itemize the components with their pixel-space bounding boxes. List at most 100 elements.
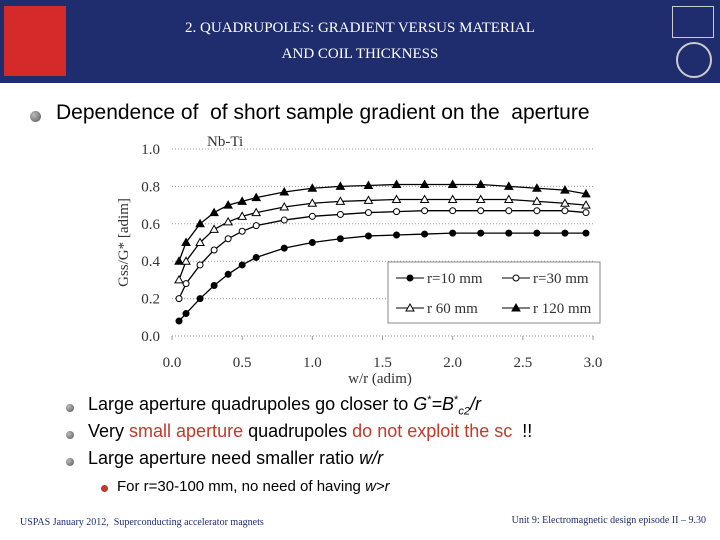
marker xyxy=(336,235,344,243)
marker xyxy=(475,179,486,189)
marker xyxy=(195,237,205,246)
marker xyxy=(581,188,591,198)
marker xyxy=(512,274,520,282)
marker xyxy=(335,181,346,190)
marker xyxy=(251,207,262,217)
series-line xyxy=(178,183,587,262)
y-tick-label: 0.2 xyxy=(141,292,160,308)
text: =B xyxy=(431,394,455,414)
marker xyxy=(449,207,457,215)
text: For r=30-100 mm, no need of having xyxy=(117,478,366,495)
marker xyxy=(511,302,521,312)
marker xyxy=(210,282,218,290)
y-tick-label: 0.8 xyxy=(141,179,160,195)
sub-bullet: Very small aperture quadrupoles do not e… xyxy=(88,421,532,442)
marker xyxy=(560,198,570,207)
legend-label: r 60 mm xyxy=(427,301,478,317)
marker xyxy=(532,183,542,192)
marker xyxy=(223,200,233,209)
marker xyxy=(447,194,458,203)
footer-right: Unit 9: Electromagnetic design episode I… xyxy=(511,515,706,526)
marker xyxy=(421,230,429,238)
bullet-dot xyxy=(101,485,108,492)
marker xyxy=(195,218,205,228)
footer-left: USPAS January 2012, Superconducting acce… xyxy=(20,517,264,528)
y-tick-label: 0.4 xyxy=(141,254,160,270)
marker xyxy=(503,181,514,190)
marker xyxy=(391,179,402,189)
marker xyxy=(449,229,457,237)
marker xyxy=(210,246,218,254)
marker xyxy=(307,198,318,207)
legend-box xyxy=(387,261,601,324)
text: /r xyxy=(469,394,481,414)
x-tick-label: 0.5 xyxy=(233,355,252,371)
title-line: 2. QUADRUPOLES: GRADIENT VERSUS MATERIAL xyxy=(185,20,535,36)
marker xyxy=(224,270,232,278)
bullet-dot xyxy=(66,431,74,439)
chart-title: Nb-Ti xyxy=(207,134,243,150)
sub-sub-bullet: For r=30-100 mm, no need of having w>r xyxy=(117,478,390,495)
marker xyxy=(363,195,374,204)
logo xyxy=(4,6,66,76)
marker xyxy=(308,212,316,220)
logo-right-top xyxy=(672,6,714,38)
y-axis-label: Gss/G* [adim] xyxy=(116,198,132,287)
marker xyxy=(336,210,344,218)
y-tick-label: 0.6 xyxy=(141,217,160,233)
text: w/r xyxy=(359,448,384,468)
marker xyxy=(582,229,590,237)
marker xyxy=(181,256,191,265)
marker xyxy=(238,227,246,235)
text: * xyxy=(427,394,432,406)
marker xyxy=(182,280,190,288)
marker xyxy=(581,200,591,209)
x-axis-label: w/r (adim) xyxy=(348,371,412,387)
bullet-dot xyxy=(66,404,74,412)
marker xyxy=(196,261,204,269)
marker xyxy=(182,310,190,318)
marker xyxy=(237,196,248,205)
legend-label: r=30 mm xyxy=(533,271,589,287)
legend-label: r=10 mm xyxy=(427,271,483,287)
marker xyxy=(405,302,415,312)
text: c2 xyxy=(458,405,470,418)
marker xyxy=(280,244,288,252)
marker xyxy=(406,274,414,282)
marker xyxy=(419,194,430,203)
y-tick-label: 1.0 xyxy=(141,142,160,158)
marker xyxy=(209,207,219,217)
marker xyxy=(252,253,260,261)
text: !! xyxy=(512,421,533,441)
text: do not exploit the sc xyxy=(352,421,513,441)
marker xyxy=(364,232,372,240)
marker xyxy=(477,229,485,237)
legend-label: r 120 mm xyxy=(533,301,592,317)
sub-bullet: Large aperture need smaller ratio w/r xyxy=(88,448,383,469)
bullet-text: Dependence of of short sample gradient o… xyxy=(56,101,590,124)
marker xyxy=(364,209,372,217)
marker xyxy=(393,231,401,239)
text: quadrupoles xyxy=(243,421,353,441)
text: small aperture xyxy=(129,421,244,441)
x-tick-label: 3.0 xyxy=(584,355,603,371)
marker xyxy=(582,209,590,217)
text: * xyxy=(454,394,459,406)
text: G xyxy=(413,394,428,414)
marker xyxy=(209,224,219,233)
marker xyxy=(252,222,260,230)
marker xyxy=(175,317,183,325)
marker xyxy=(196,295,204,303)
marker xyxy=(175,295,183,303)
marker xyxy=(477,207,485,215)
marker xyxy=(251,192,262,202)
marker xyxy=(308,239,316,246)
text: w>r xyxy=(365,478,390,495)
marker xyxy=(279,201,290,211)
marker xyxy=(560,185,570,194)
marker xyxy=(503,194,514,203)
marker xyxy=(393,208,401,216)
marker xyxy=(505,229,513,237)
